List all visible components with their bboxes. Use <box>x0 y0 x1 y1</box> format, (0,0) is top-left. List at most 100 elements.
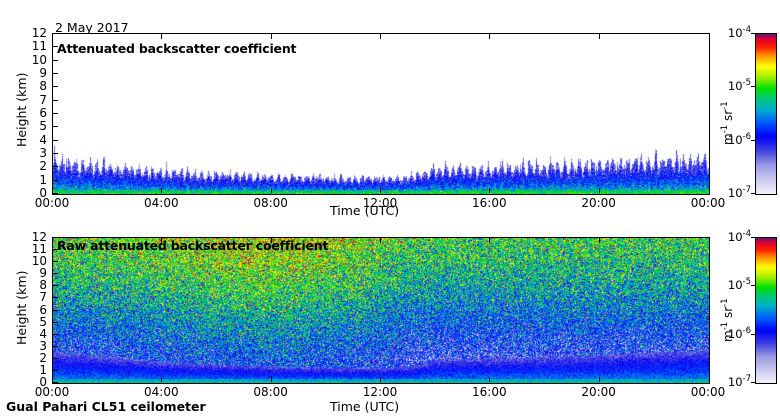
y-tick-mark <box>53 166 58 167</box>
y-tick-label: 5 <box>39 119 47 134</box>
y-tick-mark <box>53 310 58 311</box>
y-tick-label: 6 <box>39 302 47 317</box>
y-tick-mark <box>53 153 58 154</box>
x-tick-label: 12:00 <box>362 196 398 210</box>
x-tick-mark <box>599 188 600 193</box>
colorbar-tick-mark <box>751 334 755 335</box>
x-tick-mark <box>271 188 272 193</box>
y-tick-label: 8 <box>39 278 47 293</box>
y-tick-mark <box>53 100 58 101</box>
y-tick-mark <box>53 126 58 127</box>
y-tick-mark <box>53 86 58 87</box>
y-tick-mark <box>53 249 58 250</box>
colorbar-tick-mark <box>751 237 755 238</box>
y-tick-label: 10 <box>31 52 47 67</box>
colorbar-tick-label: 10-5 <box>727 277 751 293</box>
y-tick-label: 11 <box>31 39 47 54</box>
x-tick-mark <box>599 238 600 243</box>
y-tick-label: 2 <box>39 350 47 365</box>
y-tick-mark <box>53 261 58 262</box>
x-tick-mark <box>161 188 162 193</box>
y-tick-mark <box>53 382 58 383</box>
x-tick-mark <box>599 377 600 382</box>
y-tick-label: 3 <box>39 338 47 353</box>
x-tick-label: 08:00 <box>253 196 288 210</box>
y-tick-mark <box>53 297 58 298</box>
colorbar-tick-label: 10-6 <box>727 131 751 147</box>
x-tick-label: 00:00 <box>34 196 70 210</box>
colorbar-tick-label: 10-4 <box>727 25 751 40</box>
y-tick-label: 10 <box>31 254 47 269</box>
x-tick-label: 08:00 <box>253 385 288 399</box>
y-tick-label: 0 <box>39 375 47 389</box>
x-tick-mark <box>380 238 381 243</box>
x-tick-mark <box>161 238 162 243</box>
x-tick-label: 00:00 <box>690 385 726 399</box>
colorbar-top[interactable] <box>755 33 777 195</box>
y-tick-label: 4 <box>39 132 47 147</box>
y-tick-mark <box>53 370 58 371</box>
y-tick-mark <box>53 193 58 194</box>
colorbar-tick-label: 10-6 <box>727 325 751 341</box>
x-tick-mark <box>161 377 162 382</box>
x-tick-mark <box>599 34 600 39</box>
y-tick-mark <box>53 46 58 47</box>
y-tick-mark <box>53 73 58 74</box>
y-tick-label: 7 <box>39 290 47 305</box>
colorbar-tick-label: 10-5 <box>727 78 751 94</box>
x-tick-label: 00:00 <box>690 196 726 210</box>
date-caption: 2 May 2017 <box>55 20 129 35</box>
y-tick-label: 0 <box>39 186 47 200</box>
y-tick-mark <box>53 33 58 34</box>
y-tick-label: 2 <box>39 159 47 174</box>
colorbar-tick-label: 10-7 <box>727 374 751 389</box>
colorbar-tick-label: 10-7 <box>727 185 751 200</box>
x-tick-label: 04:00 <box>144 196 179 210</box>
y-tick-mark <box>53 358 58 359</box>
x-tick-mark <box>271 377 272 382</box>
x-tick-mark <box>380 188 381 193</box>
y-tick-label: 5 <box>39 314 47 329</box>
y-tick-label: 6 <box>39 106 47 120</box>
heatmap-canvas-raw-attenuated-backscatter <box>53 238 709 383</box>
y-tick-label: 7 <box>39 92 47 107</box>
site-caption: Gual Pahari CL51 ceilometer <box>6 399 206 414</box>
y-tick-label: 12 <box>31 26 47 40</box>
x-tick-mark <box>271 34 272 39</box>
plot-area-attenuated-backscatter[interactable] <box>52 33 710 195</box>
plot-title-attenuated-backscatter: Attenuated backscatter coefficient <box>57 41 297 56</box>
colorbar-tick-mark <box>751 86 755 87</box>
y-tick-mark <box>53 237 58 238</box>
y-tick-mark <box>53 322 58 323</box>
y-tick-label: 8 <box>39 79 47 94</box>
x-tick-mark <box>489 188 490 193</box>
x-tick-mark <box>380 377 381 382</box>
plot-area-raw-attenuated-backscatter[interactable] <box>52 237 710 384</box>
y-tick-label: 4 <box>39 326 47 341</box>
x-tick-label: 16:00 <box>472 196 507 210</box>
colorbar-bottom[interactable] <box>755 237 777 384</box>
colorbar-tick-mark <box>751 33 755 34</box>
y-tick-mark <box>53 60 58 61</box>
x-tick-label: 00:00 <box>34 385 70 399</box>
colorbar-tick-mark <box>751 382 755 383</box>
x-tick-label: 12:00 <box>362 385 398 399</box>
x-tick-label: 04:00 <box>144 385 179 399</box>
colorbar-tick-mark <box>751 193 755 194</box>
y-tick-mark <box>53 180 58 181</box>
y-tick-mark <box>53 346 58 347</box>
x-tick-mark <box>489 377 490 382</box>
colorbar-tick-mark <box>751 285 755 286</box>
x-tick-label: 20:00 <box>581 385 616 399</box>
y-tick-label: 9 <box>39 66 47 80</box>
plot-title-raw-attenuated-backscatter: Raw attenuated backscatter coefficient <box>57 238 329 253</box>
x-tick-label: 16:00 <box>472 385 507 399</box>
colorbar-gradient-bottom <box>756 238 776 383</box>
x-tick-mark <box>271 238 272 243</box>
y-tick-mark <box>53 334 58 335</box>
x-tick-mark <box>489 238 490 243</box>
x-tick-mark <box>161 34 162 39</box>
y-tick-mark <box>53 113 58 114</box>
y-tick-mark <box>53 140 58 141</box>
y-tick-label: 1 <box>39 172 47 187</box>
